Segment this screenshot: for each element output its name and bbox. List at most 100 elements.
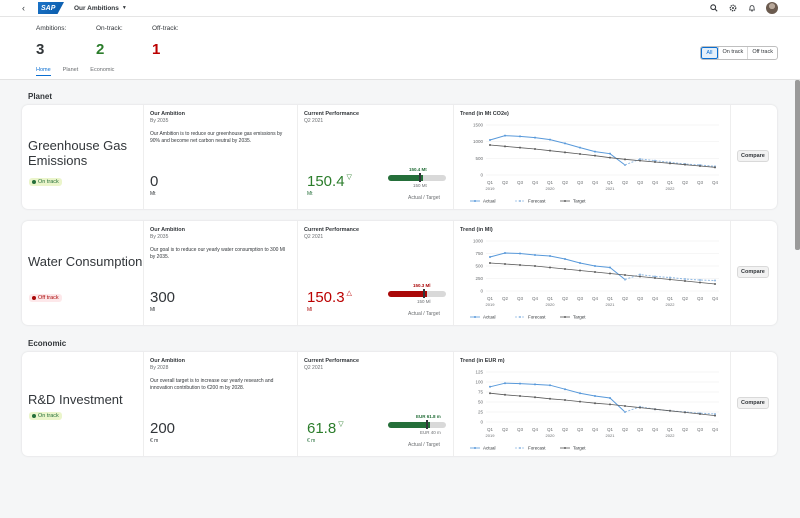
y-tick-label: 1000 — [473, 239, 484, 244]
y-tick-label: 0 — [480, 289, 483, 294]
avatar[interactable] — [766, 2, 778, 14]
ambition-value: 0 — [150, 173, 159, 190]
data-point-target — [504, 145, 506, 148]
filter-all[interactable]: All — [701, 47, 718, 59]
y-tick-label: 100 — [475, 380, 483, 385]
x-tick-label: Q2 — [682, 296, 689, 301]
x-tick-label: Q3 — [517, 180, 524, 185]
legend-label: Forecast — [528, 446, 546, 451]
trend-title: Trend (in Mt CO2e) — [460, 111, 509, 117]
data-point-forecast — [624, 278, 626, 281]
x-tick-label: Q2 — [562, 180, 569, 185]
tab-economic[interactable]: Economic — [90, 67, 115, 73]
x-tick-year: 2021 — [606, 302, 616, 307]
data-point-target — [624, 274, 626, 276]
trend-cell: Trend (in Ml) 1000 750 500 250 0 Q1 2019 Q2 Q3 Q4… — [454, 221, 731, 325]
status-dot-icon — [32, 414, 36, 418]
actual-target-caption: Actual / Target — [408, 195, 440, 201]
legend-marker — [474, 447, 476, 449]
actual-target-caption: Actual / Target — [408, 442, 440, 448]
x-tick-label: Q2 — [682, 427, 689, 432]
bullet-fill — [388, 422, 430, 428]
filter-off-track[interactable]: Off track — [747, 47, 777, 59]
bullet-actual-label: 150.3 Ml — [413, 283, 431, 288]
data-point-actual — [519, 252, 521, 255]
settings-icon[interactable] — [728, 2, 738, 14]
page-header: Ambitions: 3 On-track: 2 Off-track: 1 Ho… — [0, 17, 800, 80]
data-point-target — [504, 263, 506, 265]
kpi-value: 3 — [36, 41, 45, 58]
status-text: Off track — [38, 295, 59, 301]
kpi-label: On-track: — [96, 25, 123, 32]
data-point-target — [669, 278, 671, 281]
series-line-actual — [489, 135, 626, 166]
kpi-off-track: Off-track: 1 — [152, 25, 179, 58]
bell-icon[interactable] — [747, 2, 757, 14]
performance-cell: Current Performance Q2 2021 150.3 △ Ml 15… — [298, 221, 454, 325]
data-point-target — [489, 144, 491, 146]
x-tick-year: 2020 — [546, 186, 556, 191]
data-point-forecast — [699, 279, 701, 281]
data-point-target — [579, 269, 581, 272]
y-tick-label: 0 — [480, 173, 483, 178]
x-tick-label: Q3 — [697, 296, 704, 301]
x-tick-label: Q2 — [622, 296, 629, 301]
x-tick-year: 2022 — [666, 186, 676, 191]
legend-marker — [474, 316, 476, 318]
data-point-target — [489, 262, 491, 264]
y-tick-label: 1500 — [473, 123, 484, 128]
data-point-actual — [489, 385, 491, 388]
data-point-forecast — [714, 279, 716, 282]
data-point-actual — [534, 254, 536, 256]
trend-title: Trend (in EUR m) — [460, 358, 505, 364]
data-point-target — [579, 153, 581, 155]
scrollbar[interactable] — [795, 80, 800, 250]
bullet-target-label: 150 Mt — [413, 183, 427, 188]
trend-down-icon: ▽ — [338, 421, 344, 428]
trend-title: Trend (in Ml) — [460, 227, 493, 233]
ambition-description: Our goal is to reduce our yearly water c… — [150, 247, 286, 260]
series-line-target — [489, 392, 716, 416]
compare-button[interactable]: Compare — [737, 397, 769, 409]
y-tick-label: 500 — [475, 156, 483, 161]
bullet-target-marker — [419, 173, 421, 182]
data-point-target — [489, 392, 491, 395]
compare-cell: Compare — [731, 352, 777, 456]
data-point-forecast — [639, 158, 641, 160]
app-title-menu[interactable]: Our Ambitions ▼ — [74, 5, 127, 12]
x-tick-label: Q1 — [547, 296, 554, 301]
data-point-target — [639, 406, 641, 409]
x-tick-label: Q1 — [667, 296, 674, 301]
x-tick-label: Q1 — [667, 427, 674, 432]
data-point-target — [609, 272, 611, 275]
ambition-cell: Our Ambition By 2035 Our Ambition is to … — [144, 105, 298, 209]
data-point-target — [594, 402, 596, 405]
tab-planet[interactable]: Planet — [62, 67, 79, 73]
compare-button[interactable]: Compare — [737, 150, 769, 162]
x-tick-year: 2019 — [486, 302, 496, 307]
data-point-actual — [549, 138, 551, 141]
data-point-target — [594, 271, 596, 273]
trend-cell: Trend (in EUR m) 125 100 75 50 25 0 Q1 2019 Q2 Q3… — [454, 352, 731, 456]
filter-on-track[interactable]: On track — [717, 47, 748, 59]
chevron-left-icon[interactable]: ‹ — [22, 3, 25, 13]
data-point-target — [699, 413, 701, 415]
kpi-on-track: On-track: 2 — [96, 25, 123, 58]
sap-logo[interactable]: SAP — [38, 2, 64, 14]
search-icon[interactable] — [709, 2, 719, 14]
x-tick-label: Q3 — [697, 180, 704, 185]
data-point-target — [654, 277, 656, 279]
data-point-forecast — [639, 273, 641, 276]
series-line-actual — [489, 252, 626, 280]
data-point-target — [669, 162, 671, 165]
tab-home[interactable]: Home — [36, 67, 51, 76]
data-point-forecast — [654, 275, 656, 278]
data-point-actual — [594, 395, 596, 397]
performance-cell: Current Performance Q2 2021 61.8 ▽ € m EU… — [298, 352, 454, 456]
compare-button[interactable]: Compare — [737, 266, 769, 278]
data-point-actual — [549, 384, 551, 387]
legend-label: Forecast — [528, 315, 546, 320]
data-point-actual — [504, 134, 506, 137]
x-tick-label: Q1 — [547, 427, 554, 432]
legend-marker — [564, 447, 566, 449]
